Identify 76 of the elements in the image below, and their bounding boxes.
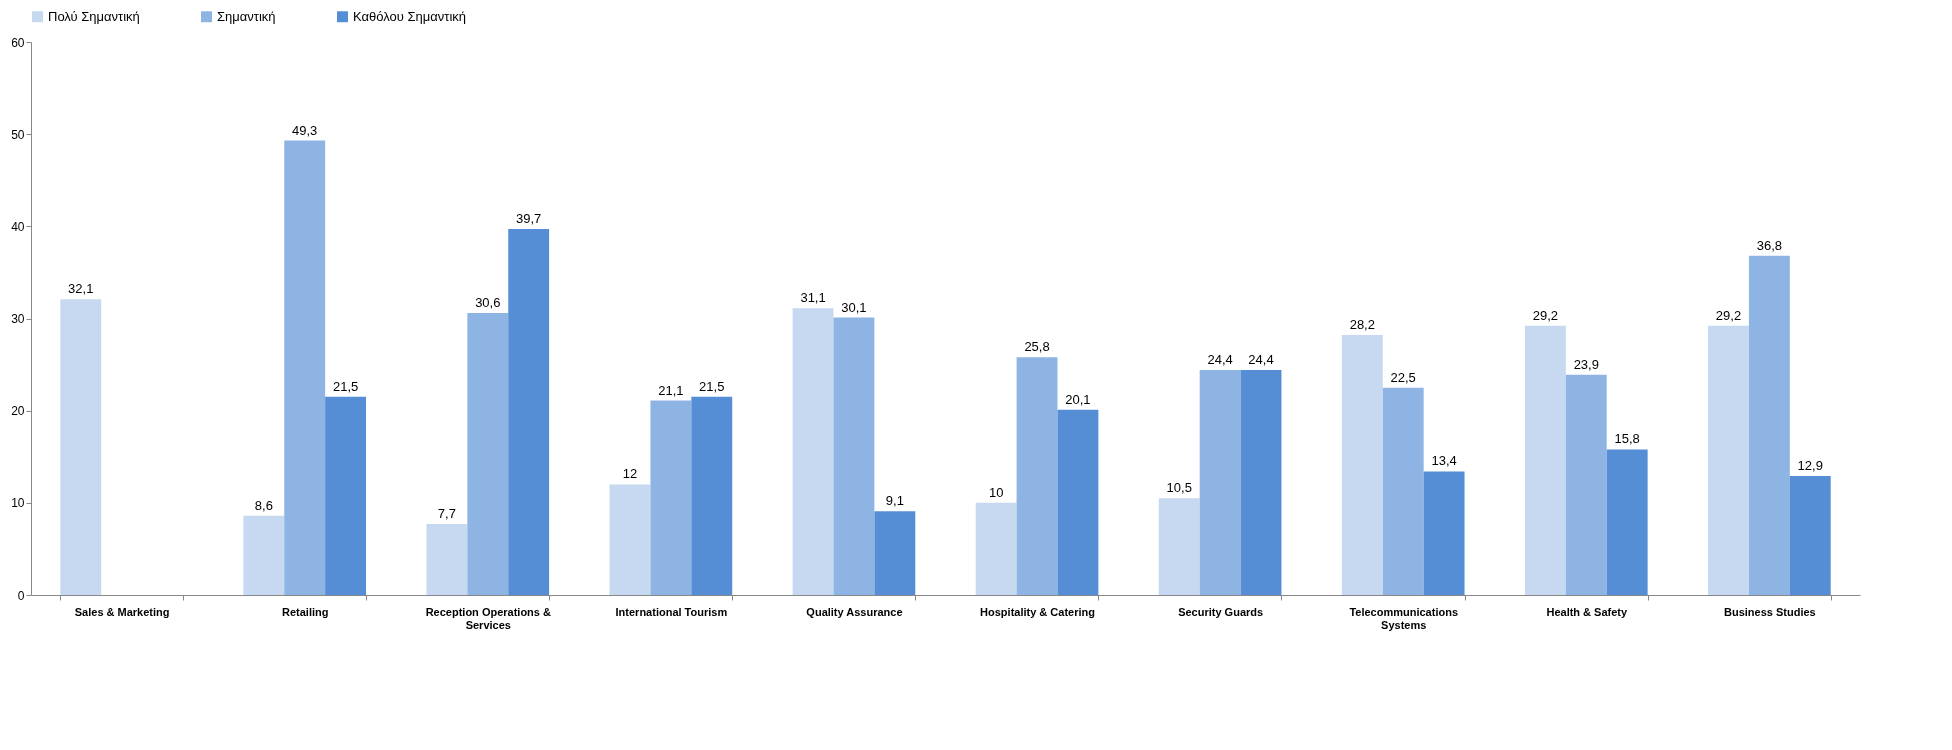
x-tick-label: Reception Operations & Services <box>425 605 551 631</box>
bar <box>1199 370 1241 595</box>
bar <box>1382 387 1424 595</box>
data-label: 12 <box>622 466 638 482</box>
x-tick-label: Telecommunications Systems <box>1349 605 1459 631</box>
data-label: 23,9 <box>1573 356 1599 372</box>
data-label: 31,1 <box>800 290 826 306</box>
legend-label: Καθόλου Σημαντική <box>353 8 467 24</box>
data-label: 10 <box>988 484 1004 500</box>
data-label: 25,8 <box>1024 339 1050 355</box>
bar <box>243 515 285 595</box>
bar <box>426 524 468 595</box>
data-label: 39,7 <box>516 211 542 227</box>
x-tick-label: Quality Assurance <box>806 605 903 618</box>
data-label: 49,3 <box>292 122 318 138</box>
y-tick-label: 20 <box>11 404 25 419</box>
data-label: 20,1 <box>1065 391 1091 407</box>
data-label: 29,2 <box>1532 307 1559 323</box>
bar <box>1016 357 1058 595</box>
data-label: 24,4 <box>1248 352 1274 368</box>
x-tick-label: International Tourism <box>615 605 728 618</box>
bar <box>60 299 102 595</box>
y-tick-label: 60 <box>11 35 25 50</box>
bar <box>1606 449 1648 595</box>
legend-label: Σημαντική <box>217 8 276 24</box>
bar <box>1565 374 1607 595</box>
data-label: 21,5 <box>699 378 725 394</box>
bar <box>508 229 550 595</box>
x-tick-label: Security Guards <box>1178 605 1264 618</box>
data-label: 29,2 <box>1715 307 1742 323</box>
y-tick-label: 0 <box>17 588 25 603</box>
data-label: 36,8 <box>1756 237 1783 253</box>
bar <box>1748 255 1790 595</box>
data-label: 30,6 <box>475 294 501 310</box>
bar <box>792 308 834 595</box>
data-label: 7,7 <box>437 506 456 522</box>
y-tick-label: 30 <box>11 312 25 326</box>
legend-label: Πολύ Σημαντική <box>48 8 140 24</box>
bar <box>1341 335 1383 595</box>
bar <box>1240 370 1282 595</box>
data-label: 21,5 <box>332 378 359 394</box>
bar <box>1708 325 1749 595</box>
bar <box>284 140 326 595</box>
data-label: 10,5 <box>1166 480 1192 496</box>
data-label: 24,4 <box>1207 352 1233 368</box>
bar <box>833 317 875 595</box>
y-tick-label: 40 <box>11 219 25 234</box>
data-label: 22,5 <box>1390 369 1416 385</box>
bar <box>1423 471 1465 595</box>
y-tick-label: 50 <box>11 127 25 142</box>
data-label: 13,4 <box>1431 453 1457 469</box>
x-tick-label: Health & Safety <box>1546 605 1629 618</box>
data-label: 32,1 <box>68 281 94 297</box>
bar <box>975 502 1017 595</box>
data-label: 21,1 <box>658 382 684 398</box>
bar <box>1057 409 1099 595</box>
x-tick-label: Retailing <box>281 605 329 618</box>
data-label: 28,2 <box>1349 317 1375 333</box>
x-tick-label: Hospitality & Catering <box>980 605 1095 618</box>
bar <box>1524 325 1566 595</box>
bar <box>874 511 916 595</box>
data-label: 9,1 <box>885 493 904 509</box>
bar <box>691 396 733 595</box>
data-label: 15,8 <box>1614 431 1640 447</box>
bar <box>650 400 692 595</box>
bar <box>325 396 367 595</box>
bar <box>467 312 509 595</box>
x-tick-label: Sales & Marketing <box>74 605 170 618</box>
data-label: 30,1 <box>841 299 867 315</box>
bar <box>1789 476 1831 595</box>
y-tick-label: 10 <box>11 496 25 511</box>
bar <box>1158 498 1200 595</box>
data-label: 12,9 <box>1797 458 1823 474</box>
bar <box>609 484 651 595</box>
x-tick-label: Business Studies <box>1724 605 1816 618</box>
data-label: 8,6 <box>254 497 273 513</box>
